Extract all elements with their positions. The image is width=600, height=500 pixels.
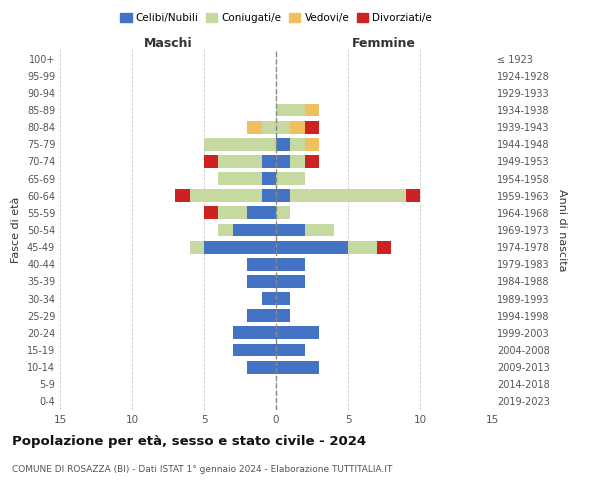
Text: Popolazione per età, sesso e stato civile - 2024: Popolazione per età, sesso e stato civil… <box>12 435 366 448</box>
Bar <box>348 240 377 254</box>
Bar <box>262 292 276 305</box>
Bar <box>262 155 276 168</box>
Bar <box>247 275 276 288</box>
Bar <box>218 172 262 185</box>
Bar <box>290 138 305 150</box>
Bar <box>276 104 305 117</box>
Bar <box>276 190 290 202</box>
Bar <box>276 224 305 236</box>
Bar <box>276 292 290 305</box>
Bar <box>276 155 290 168</box>
Bar <box>276 258 305 270</box>
Bar <box>262 120 276 134</box>
Bar <box>276 172 305 185</box>
Bar <box>406 190 420 202</box>
Bar <box>276 275 305 288</box>
Bar <box>218 206 247 220</box>
Bar <box>247 360 276 374</box>
Bar <box>175 190 190 202</box>
Text: Femmine: Femmine <box>352 37 416 50</box>
Text: COMUNE DI ROSAZZA (BI) - Dati ISTAT 1° gennaio 2024 - Elaborazione TUTTITALIA.IT: COMUNE DI ROSAZZA (BI) - Dati ISTAT 1° g… <box>12 465 392 474</box>
Bar <box>204 206 218 220</box>
Bar <box>233 224 276 236</box>
Bar <box>190 240 204 254</box>
Bar <box>377 240 391 254</box>
Bar <box>276 138 290 150</box>
Bar <box>276 206 290 220</box>
Bar <box>276 120 290 134</box>
Bar <box>290 120 305 134</box>
Bar <box>305 104 319 117</box>
Bar <box>247 310 276 322</box>
Bar <box>276 360 319 374</box>
Bar <box>290 190 406 202</box>
Bar <box>247 206 276 220</box>
Y-axis label: Anni di nascita: Anni di nascita <box>557 188 566 271</box>
Bar <box>233 326 276 340</box>
Bar <box>247 120 262 134</box>
Bar <box>305 138 319 150</box>
Bar <box>305 224 334 236</box>
Bar <box>276 310 290 322</box>
Bar <box>204 138 276 150</box>
Text: Maschi: Maschi <box>143 37 193 50</box>
Bar <box>233 344 276 356</box>
Bar <box>305 155 319 168</box>
Bar <box>218 224 233 236</box>
Bar <box>190 190 262 202</box>
Bar <box>262 190 276 202</box>
Bar <box>290 155 305 168</box>
Bar <box>204 240 276 254</box>
Bar <box>204 155 218 168</box>
Bar <box>276 240 348 254</box>
Y-axis label: Fasce di età: Fasce di età <box>11 197 21 263</box>
Bar <box>247 258 276 270</box>
Bar <box>276 326 319 340</box>
Legend: Celibi/Nubili, Coniugati/e, Vedovi/e, Divorziati/e: Celibi/Nubili, Coniugati/e, Vedovi/e, Di… <box>116 8 436 27</box>
Bar <box>276 344 305 356</box>
Bar <box>262 172 276 185</box>
Bar <box>305 120 319 134</box>
Bar <box>218 155 262 168</box>
